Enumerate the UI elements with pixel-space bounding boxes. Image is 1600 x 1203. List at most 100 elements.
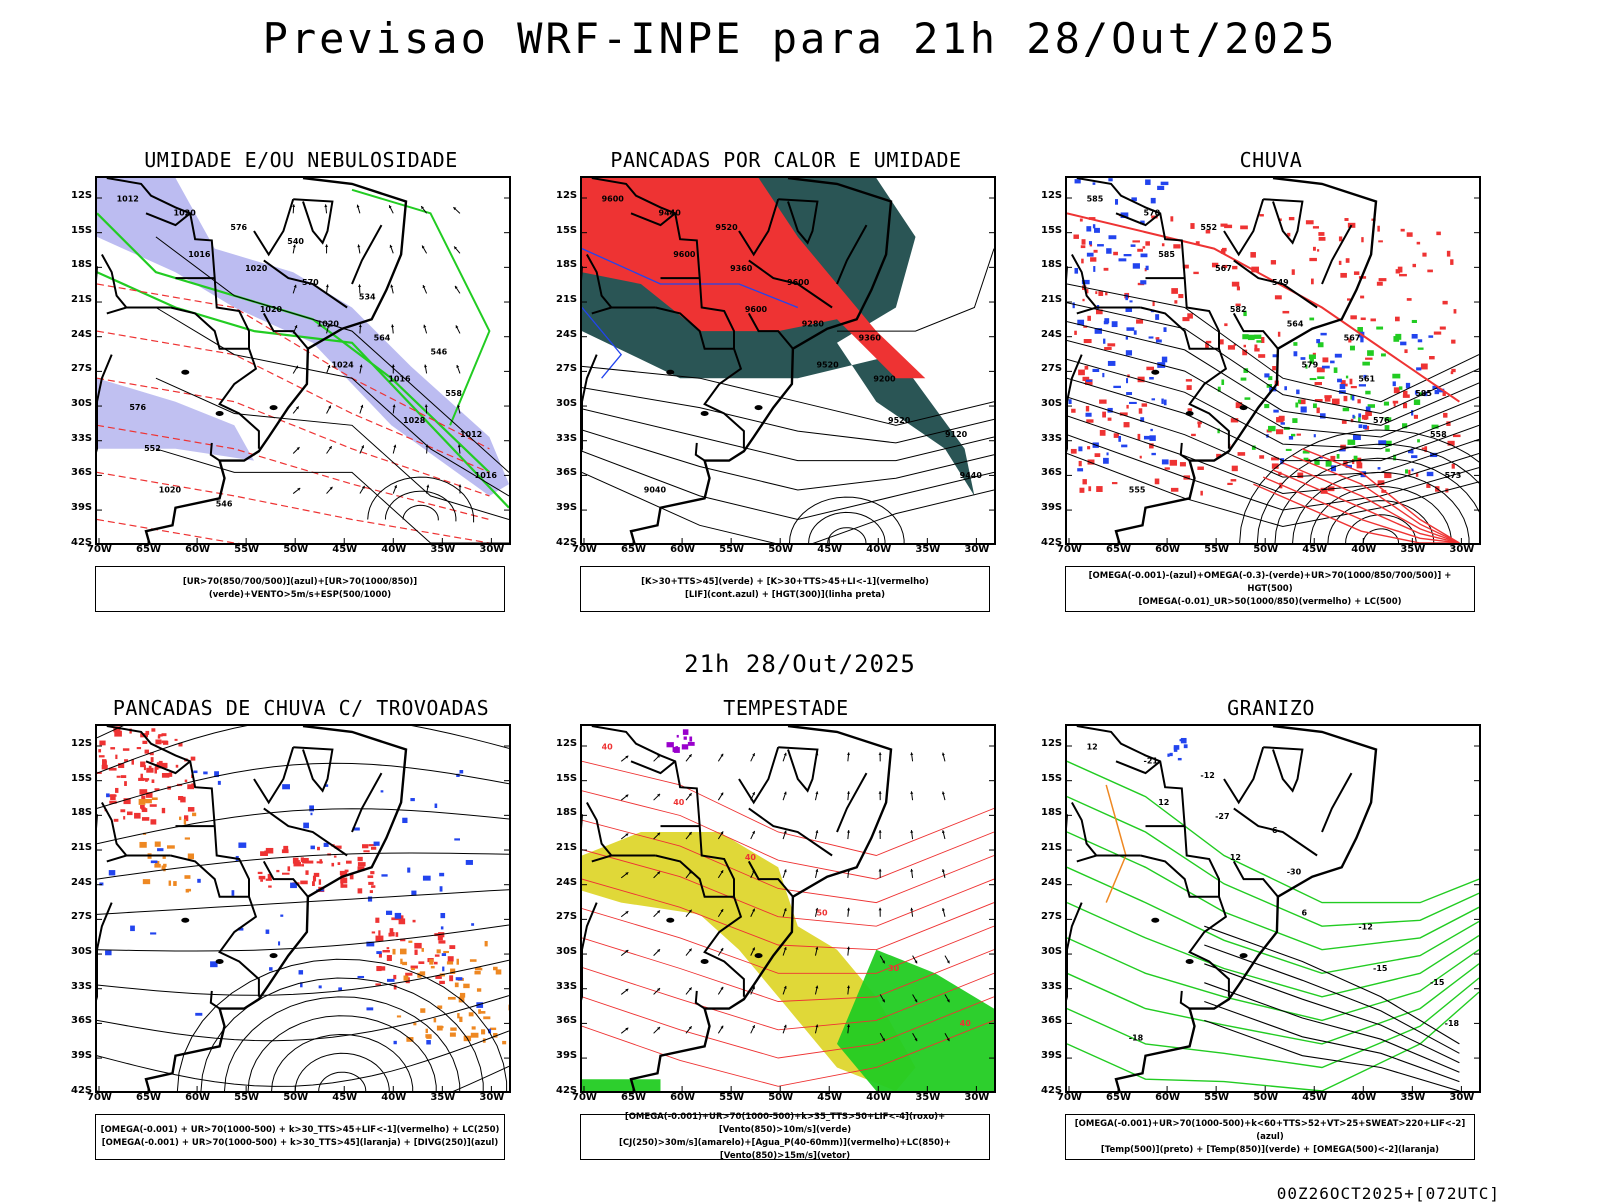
latitude-tick-label: 30S [556, 946, 577, 957]
latitude-tick-label: 36S [556, 1015, 577, 1026]
panel-title: PANCADAS POR CALOR E UMIDADE [580, 148, 992, 172]
contour-label: 1024 [331, 361, 354, 370]
latitude-tick-label: 24S [71, 877, 92, 888]
longitude-tick-label: 40W [381, 1092, 406, 1103]
contour-label: -18 [1129, 1033, 1144, 1042]
contour-label: 9520 [816, 361, 839, 370]
contour-label: 576 [1373, 416, 1390, 425]
longitude-tick-label: 45W [817, 544, 842, 555]
longitude-tick-label: 45W [332, 1092, 357, 1103]
legend-line: [OMEGA(-0.001)+UR>70(1000-500)+k>35_TTS>… [585, 1111, 985, 1137]
latitude-tick-label: 27S [1041, 363, 1062, 374]
contour-label: 9520 [715, 223, 738, 232]
longitude-tick-label: 35W [430, 1092, 455, 1103]
longitude-tick-label: 70W [572, 1092, 597, 1103]
contour-label: 9600 [673, 250, 696, 259]
contour-label: 9440 [960, 471, 983, 480]
latitude-tick-label: 15S [556, 773, 577, 784]
latitude-tick-label: 30S [71, 946, 92, 957]
contour-label: 9200 [873, 375, 896, 384]
latitude-tick-label: 30S [1041, 398, 1062, 409]
longitude-tick-label: 50W [768, 544, 793, 555]
longitude-tick-label: 55W [1204, 544, 1229, 555]
longitude-tick-label: 70W [1057, 544, 1082, 555]
contour-label: 40 [673, 798, 685, 807]
contour-label: 50 [816, 909, 828, 918]
latitude-tick-label: 21S [71, 842, 92, 853]
contour-label: 573 [1445, 471, 1462, 480]
longitude-tick-label: 60W [1155, 1092, 1180, 1103]
contour-label: 1016 [188, 250, 211, 259]
contour-label: -12 [1358, 923, 1372, 932]
latitude-tick-label: 12S [1041, 738, 1062, 749]
latitude-tick-label: 18S [71, 259, 92, 270]
latitude-tick-label: 39S [71, 502, 92, 513]
panel-title: GRANIZO [1065, 696, 1477, 720]
contour-label: 9120 [945, 430, 968, 439]
legend-line: [CJ(250)>30m/s](amarelo)+[Agua_P(40-60mm… [585, 1137, 985, 1163]
longitude-tick-label: 55W [1204, 1092, 1229, 1103]
panel-legend: [OMEGA(-0.001)-(azul)+OMEGA(-0.3)-(verde… [1065, 566, 1475, 612]
latitude-tick-label: 15S [1041, 225, 1062, 236]
contour-label: 1012 [117, 195, 139, 204]
panel-legend: [K>30+TTS>45](verde) + [K>30+TTS>45+LI<-… [580, 566, 990, 612]
longitude-tick-label: 55W [719, 544, 744, 555]
contour-label: -18 [1445, 1019, 1460, 1028]
contour-label: 540 [287, 237, 304, 246]
longitude-tick-label: 60W [185, 544, 210, 555]
contour-label: 1012 [460, 430, 482, 439]
longitude-tick-label: 35W [1400, 544, 1425, 555]
contour-label: 6 [1301, 909, 1307, 918]
longitude-tick-label: 40W [866, 544, 891, 555]
latitude-tick-label: 30S [556, 398, 577, 409]
longitude-tick-label: 60W [670, 1092, 695, 1103]
longitude-tick-label: 65W [621, 544, 646, 555]
contour-label: 585 [1158, 250, 1175, 259]
contour-label: 30 [888, 964, 900, 973]
panel-title: UMIDADE E/OU NEBULOSIDADE [95, 148, 507, 172]
contour-label: -12 [1200, 771, 1214, 780]
contour-label: -27 [1215, 812, 1229, 821]
contour-label: 576 [230, 223, 247, 232]
latitude-tick-label: 27S [1041, 911, 1062, 922]
latitude-tick-label: 33S [556, 433, 577, 444]
panel-legend: [OMEGA(-0.001)+UR>70(1000-500)+k<60+TTS>… [1065, 1114, 1475, 1160]
legend-line: [OMEGA(-0.001) + UR>70(1000-500) + k>30_… [102, 1137, 498, 1150]
latitude-tick-label: 18S [1041, 259, 1062, 270]
latitude-tick-label: 27S [71, 363, 92, 374]
latitude-tick-label: 24S [71, 329, 92, 340]
latitude-tick-label: 18S [71, 807, 92, 818]
longitude-tick-label: 60W [1155, 544, 1180, 555]
latitude-tick-label: 12S [71, 738, 92, 749]
contour-label: 9040 [644, 485, 667, 494]
contour-label: 576 [129, 403, 146, 412]
contour-label: 546 [431, 348, 448, 357]
contour-label: -30 [1287, 867, 1302, 876]
legend-line: [K>30+TTS>45](verde) + [K>30+TTS>45+LI<-… [641, 576, 929, 589]
legend-line: [Temp(500)](preto) + [Temp(850)](verde) … [1101, 1144, 1439, 1157]
latitude-tick-label: 24S [556, 329, 577, 340]
contour-label: 555 [1129, 485, 1146, 494]
longitude-tick-label: 30W [479, 1092, 504, 1103]
latitude-tick-label: 39S [1041, 502, 1062, 513]
latitude-tick-label: 15S [71, 773, 92, 784]
longitude-tick-label: 50W [283, 1092, 308, 1103]
longitude-tick-label: 50W [768, 1092, 793, 1103]
latitude-tick-label: 15S [71, 225, 92, 236]
legend-line: [UR>70(850/700/500)](azul)+[UR>70(1000/8… [100, 576, 500, 602]
longitude-tick-label: 30W [1449, 544, 1474, 555]
legend-line: [OMEGA(-0.001)+UR>70(1000-500)+k<60+TTS>… [1070, 1118, 1470, 1144]
latitude-tick-label: 12S [556, 738, 577, 749]
contour-label: 1020 [317, 319, 340, 328]
latitude-tick-label: 33S [71, 981, 92, 992]
longitude-tick-label: 35W [915, 1092, 940, 1103]
contour-label: 9360 [859, 333, 882, 342]
map-canvas: 1012101610201024102810161020102010201016… [97, 178, 509, 543]
longitude-tick-label: 35W [915, 544, 940, 555]
forecast-time-label: 21h 28/Out/2025 [0, 650, 1600, 678]
contour-label: 585 [1087, 195, 1104, 204]
longitude-tick-label: 45W [1302, 1092, 1327, 1103]
longitude-tick-label: 40W [381, 544, 406, 555]
